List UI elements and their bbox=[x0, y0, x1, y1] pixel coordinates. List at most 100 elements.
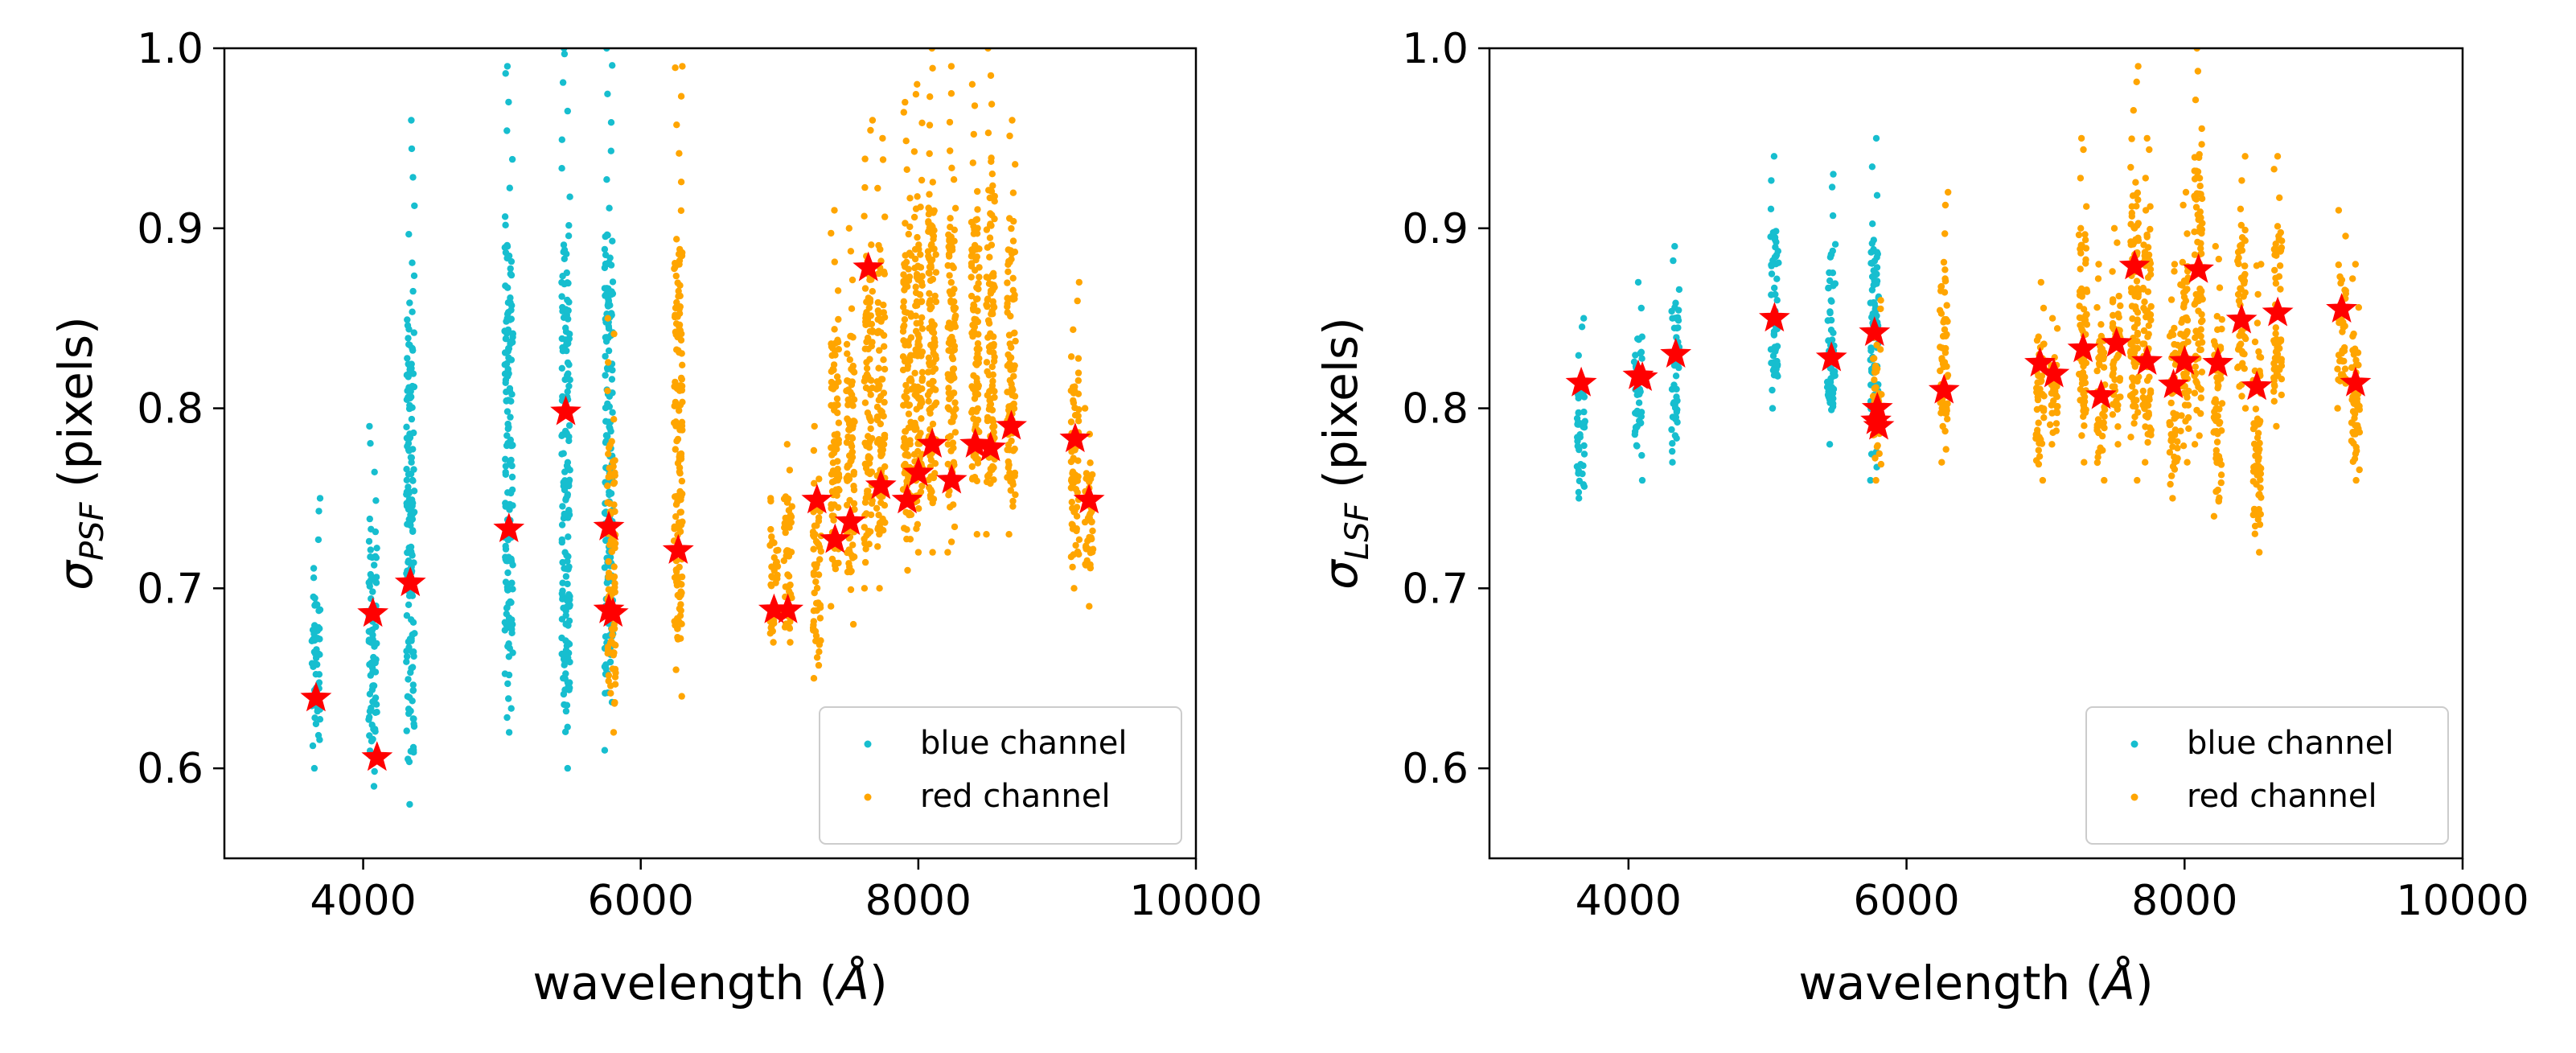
red-channel-point bbox=[2094, 275, 2102, 282]
red-channel-point bbox=[848, 276, 857, 284]
red-channel-point bbox=[816, 475, 823, 483]
red-channel-point bbox=[1011, 472, 1018, 479]
blue-channel-point bbox=[601, 663, 609, 670]
blue-channel-point bbox=[403, 466, 410, 473]
red-channel-point bbox=[1083, 475, 1090, 483]
red-channel-point bbox=[1871, 455, 1879, 462]
red-channel-point bbox=[989, 302, 997, 309]
red-channel-point bbox=[1941, 201, 1949, 209]
blue-channel-point bbox=[403, 423, 410, 430]
blue-channel-point bbox=[1631, 430, 1639, 438]
blue-channel-point bbox=[367, 672, 374, 679]
blue-channel-point bbox=[507, 413, 514, 421]
red-channel-point bbox=[2273, 422, 2280, 430]
red-channel-point bbox=[991, 388, 998, 395]
red-channel-point bbox=[2109, 268, 2116, 275]
red-channel-point bbox=[931, 459, 939, 467]
blue-channel-point bbox=[312, 720, 320, 728]
red-channel-point bbox=[2192, 97, 2200, 104]
red-channel-point bbox=[815, 571, 823, 578]
red-channel-point bbox=[902, 445, 910, 452]
blue-channel-point bbox=[565, 640, 573, 648]
red-channel-point bbox=[782, 493, 790, 500]
red-channel-point bbox=[906, 223, 914, 231]
legend-marker-blue-channel bbox=[2130, 740, 2138, 748]
red-channel-point bbox=[828, 229, 835, 237]
red-channel-point bbox=[2133, 397, 2140, 404]
blue-channel-point bbox=[403, 372, 411, 379]
blue-channel-point bbox=[504, 284, 512, 291]
red-channel-point bbox=[846, 549, 853, 556]
y-tick-label: 0.7 bbox=[1402, 565, 1469, 613]
red-channel-point bbox=[905, 342, 913, 349]
red-channel-point bbox=[847, 458, 854, 465]
red-channel-point bbox=[1012, 337, 1019, 345]
red-channel-point bbox=[974, 459, 982, 467]
red-channel-point bbox=[828, 603, 835, 610]
red-channel-point bbox=[835, 486, 842, 493]
median-star-marker bbox=[916, 427, 948, 458]
red-channel-point bbox=[2094, 454, 2101, 461]
red-channel-point bbox=[1070, 551, 1078, 558]
blue-channel-point bbox=[609, 366, 616, 374]
red-channel-point bbox=[2241, 262, 2249, 269]
median-star-marker bbox=[2340, 366, 2372, 397]
red-channel-point bbox=[947, 147, 954, 154]
median-star-marker bbox=[2101, 327, 2133, 357]
median-star-marker bbox=[2183, 253, 2214, 283]
blue-channel-point bbox=[316, 606, 324, 614]
red-channel-point bbox=[2194, 330, 2201, 337]
red-channel-point bbox=[848, 448, 857, 455]
x-axis-label: wavelength (Å) bbox=[1798, 955, 2153, 1010]
red-channel-point bbox=[2270, 374, 2278, 381]
red-channel-point bbox=[991, 198, 998, 205]
red-channel-column bbox=[873, 134, 889, 592]
red-channel-point bbox=[2235, 363, 2242, 371]
red-channel-point bbox=[2046, 421, 2054, 429]
red-channel-point bbox=[1067, 477, 1075, 484]
red-channel-point bbox=[2237, 285, 2244, 292]
red-channel-point bbox=[930, 359, 937, 366]
median-star-marker bbox=[819, 523, 851, 553]
red-channel-point bbox=[873, 417, 881, 424]
red-channel-point bbox=[2171, 261, 2179, 268]
red-channel-point bbox=[928, 488, 935, 496]
red-channel-point bbox=[1081, 405, 1089, 412]
red-channel-point bbox=[944, 549, 951, 556]
red-channel-point bbox=[864, 409, 872, 417]
blue-channel-point bbox=[1828, 183, 1836, 191]
red-channel-point bbox=[2249, 467, 2258, 475]
red-channel-point bbox=[2128, 302, 2136, 310]
red-channel-column bbox=[2191, 48, 2206, 448]
blue-channel-point bbox=[1670, 381, 1678, 389]
red-channel-point bbox=[2171, 340, 2178, 348]
red-channel-point bbox=[770, 639, 777, 646]
red-channel-point bbox=[2081, 231, 2089, 238]
red-channel-point bbox=[867, 511, 875, 519]
red-channel-point bbox=[988, 363, 996, 371]
blue-channel-point bbox=[409, 174, 417, 181]
red-channel-point bbox=[926, 150, 933, 158]
blue-channel-point bbox=[366, 708, 374, 715]
red-channel-point bbox=[1941, 230, 1949, 237]
red-channel-point bbox=[2099, 446, 2106, 454]
red-channel-point bbox=[988, 463, 996, 470]
legend-box bbox=[2085, 706, 2449, 845]
red-channel-point bbox=[673, 121, 680, 129]
red-channel-point bbox=[918, 298, 925, 306]
red-channel-point bbox=[2083, 286, 2090, 294]
median-star-marker bbox=[2085, 379, 2117, 409]
red-channel-point bbox=[912, 327, 920, 335]
blue-channel-point bbox=[564, 492, 571, 500]
red-channel-point bbox=[970, 130, 978, 138]
red-channel-point bbox=[906, 437, 914, 444]
red-channel-point bbox=[865, 335, 872, 342]
red-channel-point bbox=[677, 207, 685, 214]
red-channel-point bbox=[2197, 346, 2204, 353]
red-channel-point bbox=[766, 630, 774, 637]
red-channel-point bbox=[809, 529, 817, 536]
red-channel-point bbox=[607, 637, 615, 645]
red-channel-point bbox=[2349, 458, 2356, 465]
red-channel-point bbox=[810, 675, 818, 682]
red-channel-point bbox=[2081, 379, 2089, 387]
